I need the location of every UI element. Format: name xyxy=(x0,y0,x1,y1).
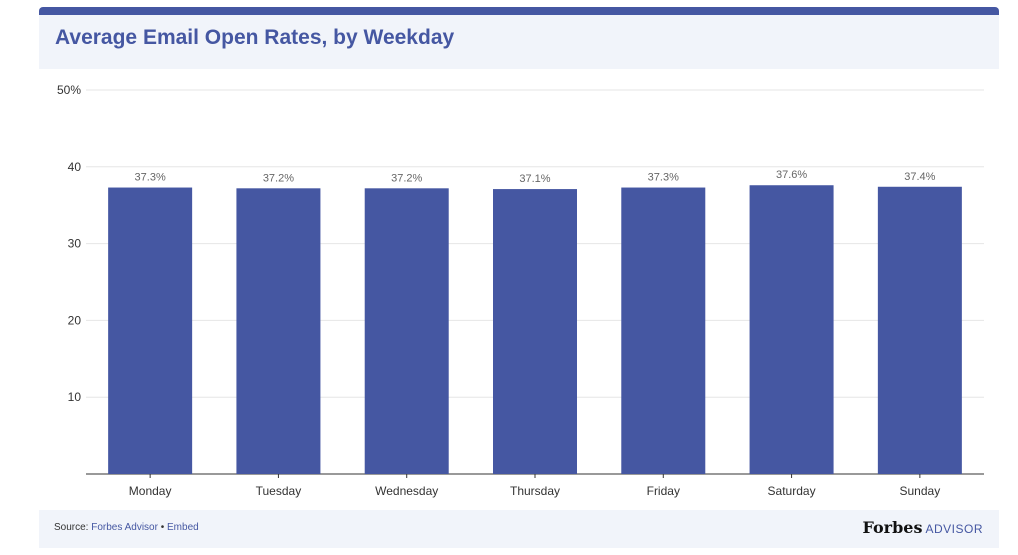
chart-footer: Source: Forbes Advisor • Embed Forbes ADV… xyxy=(39,510,999,548)
x-axis-ticks: Monday Tuesday Wednesday Thursday Friday Satu… xyxy=(129,474,940,498)
forbes-advisor-logo: Forbes ADVISOR xyxy=(863,518,983,538)
y-tick-label: 40 xyxy=(68,160,82,174)
bar-sunday xyxy=(877,186,962,474)
bar-monday xyxy=(108,187,193,474)
y-axis-ticks: 10 20 30 40 50% xyxy=(57,83,81,404)
bar-friday xyxy=(621,187,706,474)
x-tick-label: Wednesday xyxy=(375,484,438,498)
data-label: 37.1% xyxy=(519,173,550,185)
brand-name: Forbes xyxy=(862,518,923,537)
source-line: Source: Forbes Advisor • Embed xyxy=(54,522,199,533)
embed-link[interactable]: Embed xyxy=(167,522,199,533)
x-tick-label: Saturday xyxy=(768,484,816,498)
chart-title: Average Email Open Rates, by Weekday xyxy=(55,26,455,49)
data-label: 37.3% xyxy=(135,172,166,184)
bar-tuesday xyxy=(236,188,321,474)
data-label: 37.3% xyxy=(648,172,679,184)
source-link[interactable]: Forbes Advisor xyxy=(91,522,158,533)
data-label: 37.2% xyxy=(391,172,422,184)
bar-wednesday xyxy=(364,188,449,474)
x-tick-label: Friday xyxy=(647,484,680,498)
source-separator: • xyxy=(157,522,168,533)
data-labels: 37.3% 37.2% 37.2% 37.1% 37.3% 37.6% 37.4% xyxy=(135,169,936,185)
y-tick-label: 30 xyxy=(68,237,82,251)
top-accent-bar xyxy=(39,7,999,15)
bars xyxy=(108,185,962,474)
x-tick-label: Monday xyxy=(129,484,172,498)
data-label: 37.4% xyxy=(904,171,935,183)
data-label: 37.2% xyxy=(263,172,294,184)
x-tick-label: Thursday xyxy=(510,484,560,498)
x-tick-label: Tuesday xyxy=(256,484,302,498)
x-tick-label: Sunday xyxy=(900,484,941,498)
bar-saturday xyxy=(749,185,834,474)
brand-sub: ADVISOR xyxy=(925,522,983,536)
chart-area: 10 20 30 40 50% 37.3% 37.2% 37.2% 37.1% 37.3% 37.… xyxy=(39,69,999,510)
source-prefix: Source: xyxy=(54,522,92,533)
chart-header: Average Email Open Rates, by Weekday xyxy=(39,15,999,69)
y-tick-label: 20 xyxy=(68,313,82,327)
data-label: 37.6% xyxy=(776,169,807,181)
y-tick-label: 50% xyxy=(57,83,81,97)
bar-thursday xyxy=(493,189,577,474)
y-tick-label: 10 xyxy=(68,390,82,404)
